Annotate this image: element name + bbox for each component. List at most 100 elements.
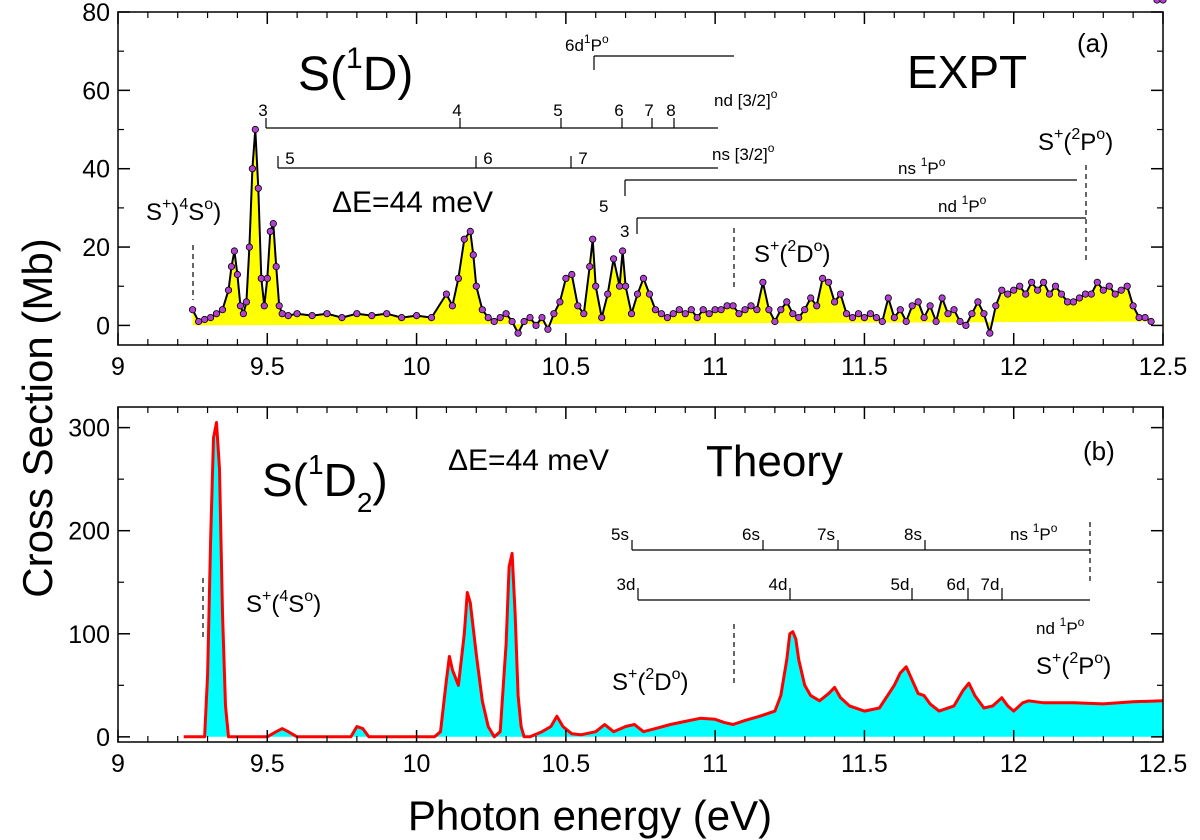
expt-data-point [1016,282,1024,290]
expt-data-point [705,310,713,318]
a-ns-1P-label: ns 1Po [898,155,946,178]
expt-data-point [842,310,851,318]
expt-data-point [368,311,376,320]
a-ns-5-label: 5 [599,197,608,216]
series-label: 5 [553,101,562,120]
y-tick-label: 0 [96,312,110,340]
expt-data-point [251,125,259,134]
expt-area-fill [192,129,1152,334]
panel-b-theory-label: Theory [706,437,843,486]
expt-data-point [681,310,689,318]
expt-data-point [1040,278,1048,286]
expt-data-point [908,302,916,310]
panel-b-ticks: 9 9.5 10 10.5 11 11.5 12 12.5 0 100 200 300 [68,407,1187,778]
x-tick-label: 12 [1000,353,1028,381]
series-label: 6 [483,149,492,168]
series-label: 6d [947,575,966,594]
expt-data-point [568,270,576,279]
expt-data-point [824,278,833,286]
expt-data-point [508,317,516,326]
expt-data-point [1081,290,1090,298]
panel-a-ticks: 9 9.5 10 10.5 11 11.5 12 12.5 0 20 40 60 80 [82,0,1187,381]
expt-data-point [759,278,767,286]
expt-data-point [496,313,504,322]
panel-b-species-label: S(1D2) [262,449,388,518]
expt-data-point [747,302,755,310]
expt-data-point [484,313,492,322]
expt-data-point [920,313,928,322]
expt-data-point [777,306,785,314]
expt-data-point [932,317,940,326]
y-tick-label: 20 [82,234,110,262]
expt-data-point [962,321,970,329]
series-label: 3d [617,575,636,594]
b-nd-series-ticks: 3d 4d 5d 6d 7d [617,575,1003,600]
expt-data-point [1159,0,1167,4]
expt-data-point [992,302,1000,310]
expt-data-point [383,310,391,318]
expt-data-point [1022,290,1030,298]
expt-data-point [980,310,988,318]
a-S4S-threshold-label: S+)4So) [146,196,221,226]
nd-3/2-series-label: nd [3/2]o [714,87,778,110]
b-S4S-threshold-label: S+(4So) [246,588,321,618]
panel-b-frame [117,406,1164,743]
expt-data-point [753,306,761,314]
expt-data-point [242,298,250,306]
expt-data-point [412,311,421,320]
expt-data-point [272,262,280,271]
expt-data-point [212,310,221,318]
expt-data-point [872,313,881,322]
expt-data-point [771,317,779,326]
expt-data-point [890,313,898,322]
expt-data-point [675,306,683,314]
expt-data-point [1004,290,1012,298]
theory-series-line [183,421,1164,739]
expt-data-point [950,306,958,314]
expt-data-point [693,313,701,322]
expt-data-point [1034,286,1042,294]
expt-data-point [562,274,570,282]
panel-b-resolution: ΔE=44 meV [448,444,609,477]
expt-data-point [765,306,773,314]
expt-data-point [502,310,510,318]
y-tick-label: 60 [82,77,110,105]
panel-b-panel-label: (b) [1083,436,1115,466]
panel-a-expt-label: EXPT [907,46,1027,98]
x-tick-label: 12 [1000,750,1028,778]
x-tick-label: 9 [111,750,125,778]
expt-data-point [902,317,910,326]
x-tick-label: 10.5 [542,353,591,381]
expt-data-point [604,290,612,298]
expt-data-point [860,313,869,322]
ns-3/2-series-label: ns [3/2]o [712,141,775,164]
expt-data-point [717,306,725,314]
expt-data-point [974,298,982,306]
expt-data-point [227,262,236,271]
expt-data-point [526,313,534,322]
expt-data-point [1111,290,1119,298]
expt-data-point [896,306,904,314]
series-label: 4 [452,101,461,120]
expt-data-point [233,270,241,279]
expt-data-point [1141,313,1149,322]
expt-data-point [1087,290,1095,298]
expt-data-point [586,262,594,271]
expt-data-point [1129,302,1137,310]
series-label: 7d [981,575,1000,594]
expt-data-point [201,315,209,324]
expt-data-point [598,313,606,322]
panel-a-species-label: S(1D) [298,42,413,101]
expt-data-point [236,302,244,310]
series-label: 7 [578,149,587,168]
expt-data-point [1123,282,1131,290]
expt-data-point [218,306,227,314]
expt-data-point [986,329,994,337]
expt-data-point [427,313,436,322]
expt-data-point [1075,294,1084,302]
expt-data-point [723,302,731,310]
expt-data-point [469,251,477,259]
expt-data-point [813,302,821,310]
expt-data-point [783,298,791,306]
